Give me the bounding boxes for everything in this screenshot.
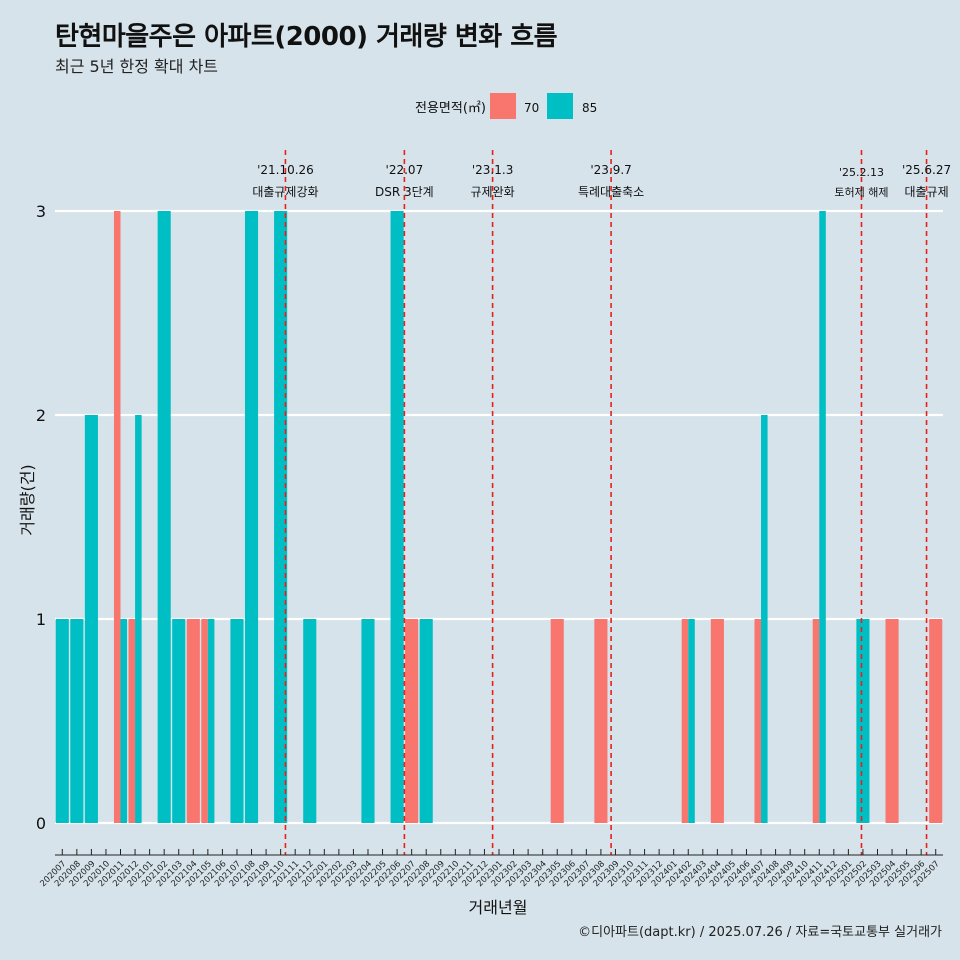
bar-85-202107: [230, 619, 244, 823]
y-tick-label-2: 2: [36, 406, 46, 425]
bar-85-202108: [244, 211, 259, 823]
bar-85-202007: [55, 619, 69, 823]
legend-swatch-85: [547, 93, 573, 119]
legend: 전용면적(㎡) 70 85: [415, 93, 597, 119]
bar-70-202404: [710, 619, 724, 823]
event-label-0: 대출규제강화: [252, 185, 318, 199]
caption: ©디아파트(dapt.kr) / 2025.07.26 / 자료=국토교통부 실…: [578, 925, 942, 940]
bar-85-202208: [419, 619, 433, 823]
legend-label-85: 85: [582, 101, 597, 115]
bar-70-202407: [754, 619, 762, 823]
bar-70-202105: [201, 619, 208, 823]
bar-70-202411: [812, 619, 820, 823]
bar-70-202012: [128, 619, 136, 823]
event-label-2: 규제완화: [471, 185, 515, 199]
bar-85-202502: [856, 619, 870, 823]
legend-title: 전용면적(㎡): [415, 101, 486, 116]
bar-85-202008: [70, 619, 84, 823]
bar-70-202507: [929, 619, 943, 823]
bar-85-202012: [135, 415, 142, 823]
bar-70-202305: [550, 619, 564, 823]
bar-85-202103: [172, 619, 186, 823]
event-markers: '21.10.26 대출규제강화 '22.07 DSR 3단계 '23.1.3 규제완화 '…: [252, 150, 951, 855]
bar-70-202011: [113, 211, 121, 823]
bar-85-202102: [157, 211, 171, 823]
bar-70-202207: [405, 619, 419, 823]
event-label-3: 특례대출축소: [578, 185, 644, 199]
event-date-5: '25.6.27: [902, 163, 951, 177]
chart-title: 탄현마을주은 아파트(2000) 거래량 변화 흐름: [55, 22, 558, 52]
x-axis-label: 거래년월: [469, 898, 528, 917]
event-date-3: '23.9.7: [590, 163, 631, 177]
bar-85-202110: [274, 211, 288, 823]
y-tick-label-0: 0: [36, 814, 46, 833]
event-date-2: '23.1.3: [472, 163, 513, 177]
bar-85-202105: [207, 619, 215, 823]
legend-swatch-70: [490, 93, 516, 119]
bar-85-202112: [303, 619, 317, 823]
y-axis-label: 거래량(건): [18, 464, 37, 535]
bar-85-202206: [390, 211, 404, 823]
event-date-1: '22.07: [386, 163, 424, 177]
event-date-0: '21.10.26: [257, 163, 314, 177]
bar-85-202411: [819, 211, 826, 823]
bar-85-202011: [120, 619, 128, 823]
y-tick-label-3: 3: [36, 202, 46, 221]
bar-70-202504: [885, 619, 899, 823]
bar-85-202402: [688, 619, 695, 823]
chart-subtitle: 최근 5년 한정 확대 차트: [55, 57, 219, 76]
event-label-4: 토허제 해제: [834, 185, 888, 199]
bars: [55, 211, 943, 823]
bar-70-202104: [186, 619, 200, 823]
legend-label-70: 70: [524, 101, 539, 115]
bar-85-202009: [84, 415, 98, 823]
event-label-5: 대출규제: [904, 185, 948, 199]
event-date-4: '25.2.13: [839, 166, 884, 179]
bar-70-202308: [594, 619, 608, 823]
y-axis: 0 1 2 3: [36, 202, 46, 833]
x-axis: 2020072020082020092020102020112020122021…: [38, 849, 943, 889]
bar-85-202407: [761, 415, 768, 823]
bar-70-202402: [681, 619, 689, 823]
event-label-1: DSR 3단계: [375, 185, 434, 199]
y-tick-label-1: 1: [36, 610, 46, 629]
bar-85-202204: [361, 619, 375, 823]
